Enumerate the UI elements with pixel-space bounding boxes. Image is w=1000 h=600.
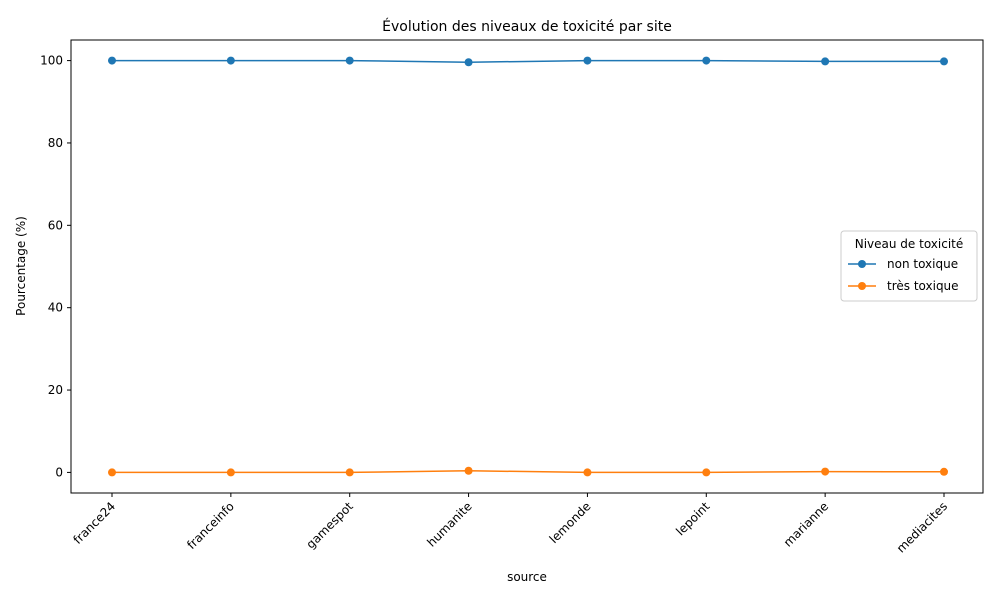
data-point	[226, 468, 235, 477]
x-tick-label: mediacites	[894, 499, 950, 555]
x-tick-label: france24	[70, 499, 118, 547]
data-point	[345, 56, 354, 65]
y-axis: 0 20 40 60 80 100	[40, 54, 71, 479]
data-point	[583, 468, 592, 477]
legend-box	[840, 230, 978, 302]
x-tick-label: gamespot	[304, 499, 357, 552]
x-tick-label: marianne	[781, 499, 831, 549]
x-tick-label: franceinfo	[184, 499, 237, 552]
legend-entries: non toxique très toxique	[848, 257, 959, 293]
legend-label: non toxique	[887, 257, 958, 271]
y-tick-label: 20	[48, 383, 63, 397]
data-point	[108, 56, 116, 65]
legend-entry: très toxique	[848, 279, 959, 293]
legend-label: très toxique	[887, 279, 959, 293]
legend-entry: non toxique	[848, 257, 958, 271]
x-tick-label: lepoint	[673, 499, 712, 538]
legend-marker	[858, 282, 866, 290]
data-point	[702, 468, 711, 477]
data-point	[940, 57, 948, 66]
data-point	[821, 57, 830, 66]
data-point	[940, 467, 948, 476]
data-point	[702, 56, 711, 65]
series-0	[108, 56, 948, 67]
data-point	[464, 466, 473, 475]
plot-frame	[70, 39, 984, 494]
x-tick-label: lemonde	[547, 499, 594, 546]
legend: Niveau de toxicité non toxique très toxiq…	[840, 230, 978, 302]
y-axis-label: Pourcentage (%)	[14, 216, 28, 316]
legend-title: Niveau de toxicité	[855, 237, 964, 251]
x-tick-label: humanite	[424, 499, 474, 549]
y-tick-label: 40	[48, 301, 63, 315]
legend-marker	[858, 260, 866, 268]
data-point	[583, 56, 592, 65]
series-line	[112, 470, 945, 474]
y-tick-label: 0	[55, 465, 63, 479]
x-axis-label: source	[507, 570, 547, 584]
series-1	[108, 466, 948, 477]
chart-title: Évolution des niveaux de toxicité par si…	[382, 18, 672, 35]
y-tick-label: 60	[48, 218, 63, 232]
data-point	[345, 468, 354, 477]
data-point	[226, 56, 235, 65]
series-line	[112, 59, 944, 63]
data-point	[108, 468, 116, 477]
y-tick-label: 100	[40, 54, 63, 68]
data-point	[821, 467, 830, 476]
y-tick-label: 80	[48, 136, 63, 150]
series-layer	[108, 56, 948, 477]
x-axis: france24 franceinfo gamespot humanite lemond…	[70, 493, 950, 556]
data-point	[464, 58, 473, 67]
